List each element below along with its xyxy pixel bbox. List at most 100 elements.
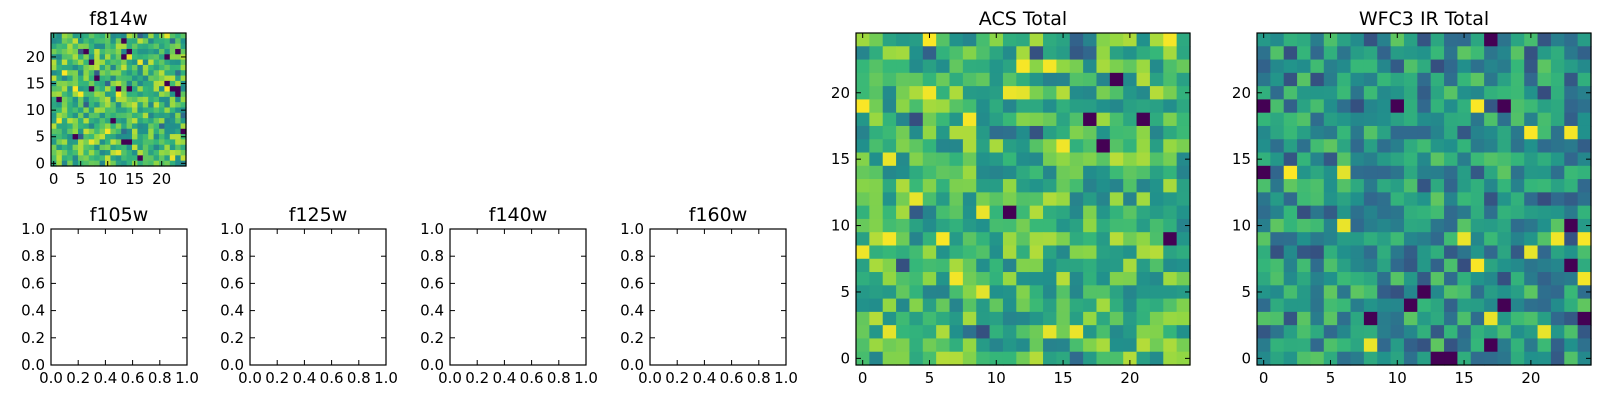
image-pixel: [1109, 179, 1124, 193]
image-pixel: [1270, 325, 1285, 340]
image-pixel: [83, 33, 90, 39]
image-pixel: [110, 43, 117, 50]
image-pixel: [1470, 285, 1485, 300]
y-tick-label: 0.4: [620, 302, 644, 320]
image-pixel: [110, 160, 117, 167]
image-pixel: [936, 325, 951, 340]
image-pixel: [1430, 125, 1445, 140]
image-pixel: [1136, 272, 1151, 286]
image-pixel: [1403, 86, 1418, 100]
image-pixel: [962, 139, 977, 154]
image-pixel: [56, 80, 63, 87]
image-pixel: [153, 33, 160, 39]
image-pixel: [1029, 46, 1044, 61]
image-pixel: [869, 112, 884, 127]
image-pixel: [1029, 192, 1044, 207]
image-pixel: [882, 179, 897, 193]
image-pixel: [856, 245, 870, 260]
image-pixel: [936, 99, 951, 114]
image-pixel: [1149, 351, 1164, 366]
image-pixel: [922, 258, 937, 273]
image-pixel: [78, 70, 84, 77]
image-pixel: [1497, 285, 1512, 300]
image-pixel: [1484, 351, 1499, 366]
image-pixel: [121, 33, 128, 39]
image-pixel: [99, 118, 106, 125]
image-pixel: [949, 258, 964, 273]
image-pixel: [1577, 325, 1592, 340]
image-pixel: [1564, 338, 1579, 353]
y-tick-label: 0: [1241, 349, 1251, 367]
image-pixel: [1350, 99, 1365, 114]
image-pixel: [1337, 86, 1352, 100]
image-pixel: [1029, 33, 1044, 47]
image-pixel: [1377, 179, 1392, 193]
panel-title: f105w: [90, 204, 149, 226]
image-pixel: [110, 155, 117, 162]
image-pixel: [153, 139, 160, 146]
image-pixel: [989, 285, 1004, 300]
image-pixel: [1510, 86, 1525, 100]
image-pixel: [83, 59, 90, 66]
image-pixel: [1577, 59, 1592, 74]
image-pixel: [1096, 245, 1111, 260]
image-pixel: [56, 112, 63, 119]
image-pixel: [148, 80, 155, 87]
image-pixel: [1056, 258, 1071, 273]
image-pixel: [1069, 258, 1084, 273]
image-pixel: [869, 205, 884, 220]
image-pixel: [88, 91, 95, 98]
image-pixel: [1069, 245, 1084, 260]
image-pixel: [88, 43, 95, 50]
image-pixel: [159, 134, 165, 140]
image-pixel: [137, 112, 144, 119]
image-pixel: [1002, 205, 1017, 220]
y-tick-label: 0.8: [420, 247, 444, 265]
image-pixel: [72, 43, 79, 50]
image-pixel: [1297, 298, 1312, 313]
image-pixel: [72, 91, 79, 98]
image-pixel: [1056, 72, 1071, 87]
image-pixel: [1537, 33, 1552, 47]
image-pixel: [1029, 338, 1044, 353]
image-pixel: [1337, 152, 1352, 167]
image-pixel: [164, 38, 171, 45]
image-pixel: [126, 128, 133, 135]
image-pixel: [88, 96, 95, 103]
image-pixel: [1537, 232, 1552, 247]
image-pixel: [1163, 112, 1178, 127]
image-pixel: [1176, 46, 1191, 61]
image-pixel: [949, 232, 964, 247]
image-pixel: [1016, 325, 1031, 340]
image-pixel: [1484, 205, 1499, 220]
image-pixel: [1163, 46, 1178, 61]
image-pixel: [856, 272, 870, 286]
image-pixel: [1310, 218, 1325, 233]
image-pixel: [1510, 125, 1525, 140]
image-pixel: [856, 351, 870, 366]
image-pixel: [94, 144, 101, 151]
image-pixel: [1550, 59, 1565, 74]
image-pixel: [1444, 232, 1458, 247]
image-pixel: [909, 245, 924, 260]
image-pixel: [1337, 218, 1352, 233]
image-pixel: [1109, 232, 1124, 247]
image-pixel: [1444, 165, 1458, 180]
image-pixel: [115, 91, 122, 98]
image-pixel: [1163, 86, 1178, 100]
image-pixel: [115, 150, 122, 156]
image-pixel: [1457, 285, 1472, 300]
image-pixel: [1002, 179, 1017, 193]
image-pixel: [1310, 205, 1325, 220]
image-pixel: [989, 46, 1004, 61]
image-pixel: [896, 179, 911, 193]
image-pixel: [153, 123, 160, 130]
image-pixel: [137, 59, 144, 66]
image-pixel: [1550, 152, 1565, 167]
image-pixel: [169, 33, 176, 39]
image-pixel: [88, 59, 95, 66]
image-pixel: [1016, 99, 1031, 114]
image-pixel: [1016, 179, 1031, 193]
image-pixel: [1283, 232, 1298, 247]
image-pixel: [1270, 298, 1285, 313]
